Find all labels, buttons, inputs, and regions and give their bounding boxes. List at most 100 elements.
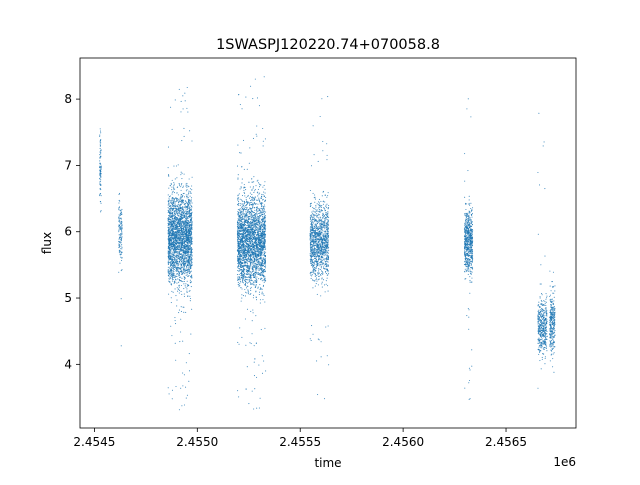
data-point bbox=[255, 299, 258, 301]
data-point bbox=[249, 224, 251, 226]
data-point bbox=[240, 220, 242, 222]
data-point bbox=[264, 327, 266, 329]
data-point bbox=[237, 204, 239, 206]
data-point bbox=[185, 397, 187, 399]
data-point bbox=[174, 281, 176, 283]
data-point bbox=[264, 181, 266, 183]
data-point bbox=[179, 236, 181, 238]
data-point bbox=[257, 242, 259, 244]
data-point bbox=[238, 279, 240, 281]
data-point bbox=[263, 272, 265, 274]
data-point bbox=[170, 227, 172, 229]
data-point bbox=[174, 275, 176, 277]
data-point bbox=[185, 194, 187, 196]
data-point bbox=[253, 228, 255, 230]
data-point bbox=[189, 188, 192, 190]
data-point bbox=[169, 238, 171, 240]
data-point bbox=[170, 234, 172, 236]
data-point bbox=[265, 370, 267, 372]
data-point bbox=[240, 258, 242, 260]
data-point bbox=[184, 220, 186, 222]
data-point bbox=[254, 223, 257, 225]
data-point bbox=[176, 262, 178, 264]
data-point bbox=[176, 259, 178, 261]
data-point bbox=[250, 239, 252, 242]
data-point bbox=[182, 255, 184, 257]
data-point bbox=[253, 375, 256, 377]
data-point bbox=[119, 214, 121, 216]
data-point bbox=[259, 299, 262, 301]
data-point bbox=[169, 278, 171, 280]
data-point bbox=[183, 263, 185, 266]
data-point bbox=[182, 306, 184, 308]
data-point bbox=[185, 248, 187, 250]
data-point bbox=[175, 204, 177, 207]
data-point bbox=[189, 224, 191, 226]
data-point bbox=[175, 213, 177, 215]
data-point bbox=[237, 281, 239, 284]
data-point bbox=[243, 203, 246, 205]
data-point bbox=[261, 288, 263, 290]
data-point bbox=[238, 259, 240, 261]
data-point bbox=[190, 265, 192, 267]
data-point bbox=[261, 293, 263, 295]
data-point bbox=[100, 168, 102, 170]
data-point bbox=[179, 233, 181, 235]
data-point bbox=[256, 199, 258, 201]
data-point bbox=[251, 258, 253, 260]
data-point bbox=[175, 201, 177, 203]
data-point bbox=[237, 234, 239, 236]
data-point bbox=[186, 251, 189, 253]
data-point bbox=[178, 198, 180, 200]
data-point bbox=[181, 249, 184, 251]
data-point bbox=[180, 171, 182, 173]
data-point bbox=[249, 245, 251, 247]
data-point bbox=[170, 236, 172, 238]
data-point bbox=[187, 185, 189, 187]
data-point bbox=[262, 284, 265, 286]
data-point bbox=[178, 271, 180, 273]
data-point bbox=[167, 167, 169, 169]
data-point bbox=[121, 244, 123, 246]
data-point bbox=[180, 268, 182, 270]
data-point bbox=[184, 226, 186, 228]
data-point bbox=[121, 236, 123, 238]
data-point bbox=[255, 296, 257, 298]
data-point bbox=[244, 216, 246, 218]
data-point bbox=[179, 237, 181, 239]
data-point bbox=[189, 195, 191, 197]
data-point bbox=[185, 229, 187, 231]
data-point bbox=[178, 278, 180, 281]
data-point bbox=[253, 266, 255, 268]
data-point bbox=[181, 254, 183, 256]
data-point bbox=[263, 210, 265, 212]
data-point bbox=[177, 201, 180, 203]
data-point bbox=[171, 212, 173, 215]
data-point bbox=[245, 282, 247, 284]
data-point bbox=[249, 250, 251, 252]
data-point bbox=[174, 288, 176, 290]
data-point bbox=[252, 250, 254, 252]
data-point bbox=[180, 250, 182, 252]
data-point bbox=[258, 222, 260, 224]
data-point bbox=[187, 261, 189, 263]
data-point bbox=[120, 225, 122, 228]
data-point bbox=[239, 236, 241, 238]
data-point bbox=[180, 231, 182, 233]
data-point bbox=[167, 251, 169, 254]
data-point bbox=[180, 230, 183, 232]
data-point bbox=[260, 328, 262, 331]
data-point bbox=[255, 241, 257, 243]
data-point bbox=[100, 189, 102, 191]
data-point bbox=[256, 135, 258, 137]
data-point bbox=[171, 225, 173, 227]
data-point bbox=[265, 265, 267, 267]
data-point bbox=[253, 212, 256, 214]
data-point bbox=[260, 250, 262, 252]
data-point bbox=[179, 197, 181, 199]
data-point bbox=[251, 219, 253, 221]
data-point bbox=[181, 405, 183, 407]
data-point bbox=[189, 263, 192, 265]
data-point bbox=[263, 294, 265, 297]
data-point bbox=[169, 274, 171, 276]
